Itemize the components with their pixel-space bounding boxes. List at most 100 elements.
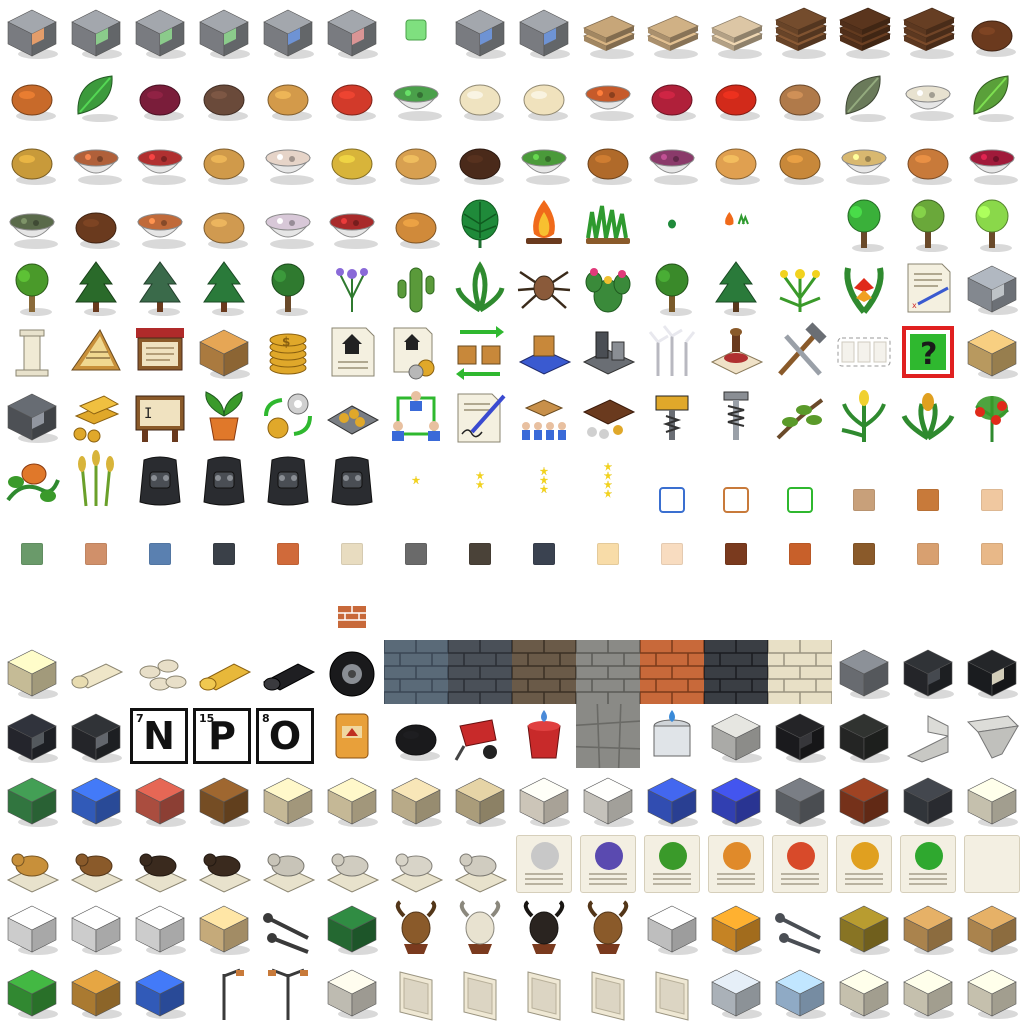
- exchange-coins-icon: [256, 384, 320, 448]
- ceiling-light-icon: [448, 768, 512, 832]
- star-icon: [604, 480, 612, 489]
- star-icon: [476, 471, 484, 480]
- blue-mat-icon: [128, 960, 192, 1024]
- star-icon: [540, 467, 548, 493]
- dark-stone-wall-icon: [447, 640, 529, 706]
- nails-icon: [256, 896, 320, 960]
- pineapple-plant-icon: [896, 384, 960, 448]
- card-text-lines: [717, 873, 755, 885]
- elk-statue-icon: [64, 832, 128, 896]
- element-number: 7: [136, 712, 144, 725]
- star-icon: [540, 476, 548, 484]
- team-table-icon: [512, 384, 576, 448]
- crate-icon: [960, 320, 1024, 384]
- tools-icon: [768, 320, 832, 384]
- star-icon: [604, 471, 612, 480]
- selection-frame-icon: [768, 448, 832, 513]
- wind-turbine-icon: [640, 320, 704, 384]
- material-tile-icon: [832, 448, 896, 512]
- cube-icon: [384, 0, 448, 64]
- roll-icon: [896, 128, 960, 192]
- veg-bowl-icon: [512, 128, 576, 192]
- material-tile-icon: [64, 512, 128, 576]
- svg-text:?: ?: [920, 337, 937, 372]
- rating-stars-icon: [512, 448, 576, 512]
- small-fire-icon: [704, 192, 768, 256]
- material-tile-icon: [512, 512, 576, 576]
- goat-trophy-icon: [448, 896, 512, 960]
- tree-icon: [832, 192, 896, 256]
- gold-bars-icon: [64, 384, 128, 448]
- material-tile-icon: [960, 448, 1024, 512]
- lumber-icon: [768, 0, 832, 64]
- star-icon: [412, 476, 420, 484]
- obsidian-block-icon: [768, 704, 832, 768]
- selection-frame-icon: [659, 487, 685, 513]
- element-number: 8: [262, 712, 270, 725]
- jar-icon: [192, 896, 256, 960]
- wall-panel-icon: [576, 960, 640, 1024]
- palm-tree-icon: [640, 256, 704, 320]
- brick-icon: [320, 576, 384, 640]
- dark-slab-icon: [832, 704, 896, 768]
- stew-bowl-icon: [64, 128, 128, 192]
- orange-brick-wall-icon: [639, 640, 721, 706]
- selection-frame-icon: [723, 487, 749, 513]
- wall-panel-icon: [448, 960, 512, 1024]
- heliconia-icon: [832, 256, 896, 320]
- wallet-icon: [576, 384, 640, 448]
- star-icon: [540, 485, 548, 493]
- hood-icon: [192, 448, 256, 512]
- info-card-icon: [768, 832, 832, 896]
- stamp-icon: [704, 320, 768, 384]
- pumpkin-plant-icon: [0, 448, 64, 512]
- star-icon: [604, 462, 612, 471]
- gray-brick-wall-icon: [575, 640, 657, 706]
- house-deed-icon: [320, 320, 384, 384]
- branch-icon: [768, 384, 832, 448]
- berry-pie-icon: [640, 128, 704, 192]
- market-stall-icon: [128, 320, 192, 384]
- card-picture-icon: [787, 842, 815, 870]
- chocolate-bread-icon: [448, 128, 512, 192]
- desk-icon: [832, 768, 896, 832]
- beet-slice-icon: [128, 64, 192, 128]
- table-icon: [960, 960, 1024, 1024]
- cube-icon: [192, 0, 256, 64]
- stone-floor-icon: [576, 704, 640, 768]
- rating-stars-icon: [448, 448, 512, 512]
- toilet-icon: [0, 896, 64, 960]
- potted-plant-icon: [192, 384, 256, 448]
- fern-icon: [448, 256, 512, 320]
- muffin-icon: [704, 128, 768, 192]
- flowering-cactus-icon: [576, 256, 640, 320]
- material-tile-icon: [192, 512, 256, 576]
- cube-icon: [0, 0, 64, 64]
- palm-tree-icon: [0, 256, 64, 320]
- wolf-statue-icon: [384, 832, 448, 896]
- beans-icon: [768, 64, 832, 128]
- card-picture-icon: [595, 842, 623, 870]
- cube-icon: [512, 0, 576, 64]
- material-tile-icon: [768, 512, 832, 576]
- info-card-icon: [832, 832, 896, 896]
- material-tile-icon: [85, 543, 107, 565]
- svg-text:I: I: [144, 406, 152, 422]
- miter-saw-icon: [704, 768, 768, 832]
- lizard-statue-icon: [192, 832, 256, 896]
- tomato-icon: [704, 64, 768, 128]
- bread-dough-icon: [512, 64, 576, 128]
- safe-icon: [960, 256, 1024, 320]
- info-card-icon: [580, 835, 636, 893]
- card-picture-icon: [723, 842, 751, 870]
- double-street-lamp-icon: [256, 960, 320, 1024]
- material-tile-icon: [256, 512, 320, 576]
- cement-bag-icon: [320, 704, 384, 768]
- fireplace-icon: [320, 960, 384, 1024]
- bread-roll-icon: [384, 128, 448, 192]
- cotton-bales-icon: [128, 640, 192, 704]
- info-card-icon: [640, 832, 704, 896]
- material-tile-icon: [896, 448, 960, 512]
- rating-stars-icon: [576, 448, 640, 512]
